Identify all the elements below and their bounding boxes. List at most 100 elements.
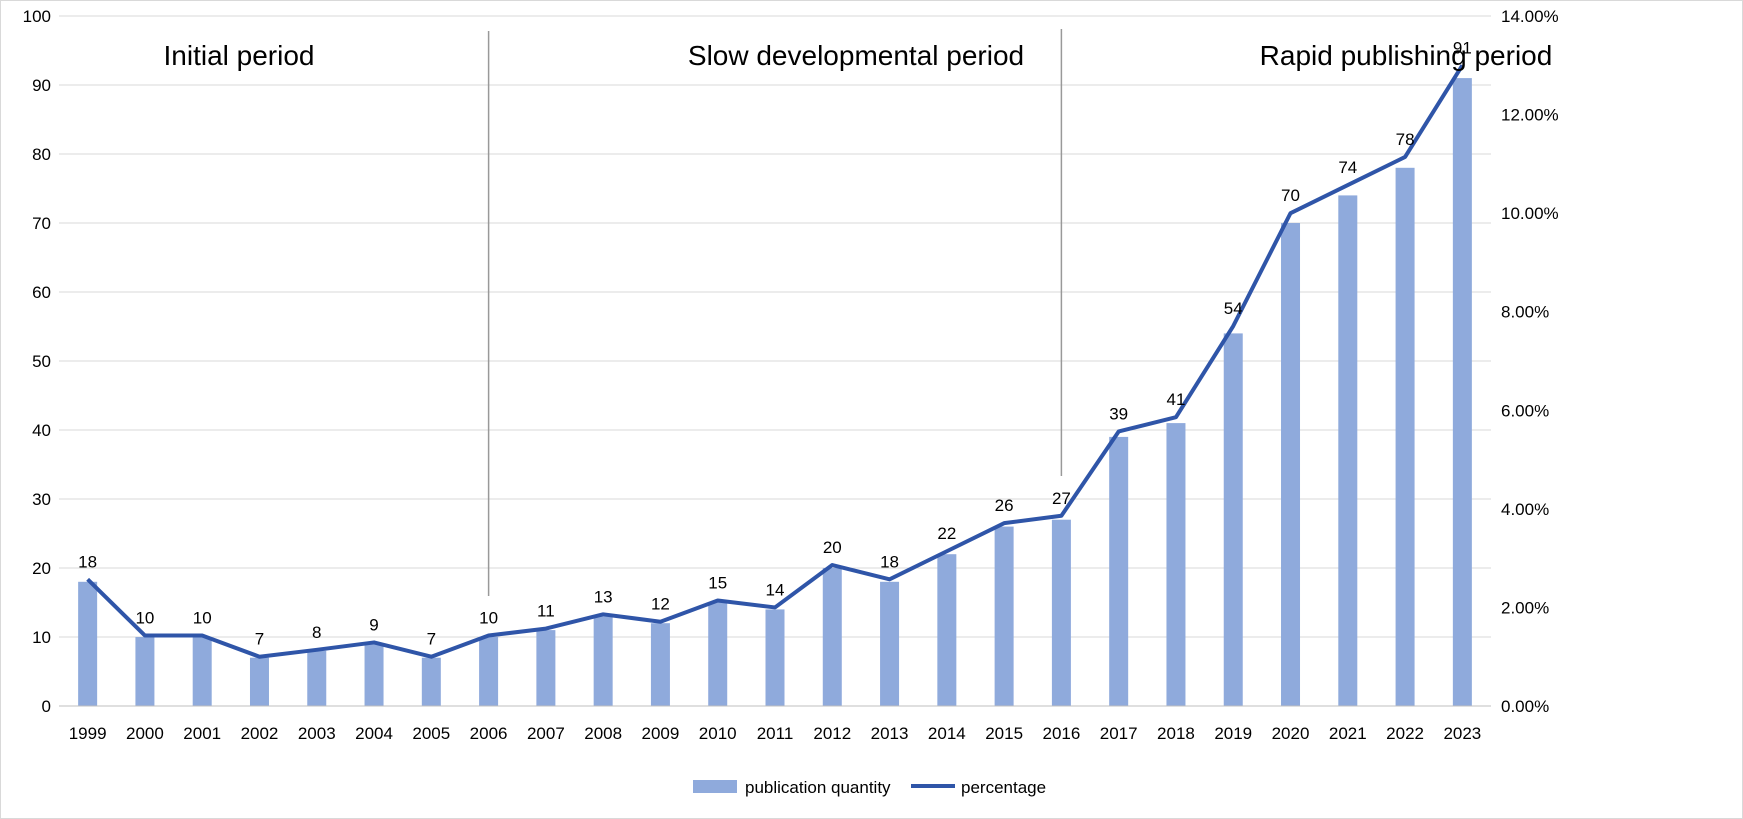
data-label: 54 [1224, 299, 1243, 318]
y2-tick-label: 8.00% [1501, 303, 1549, 322]
bar-2008 [593, 616, 613, 706]
x-tick-label: 2007 [527, 724, 565, 743]
x-tick-label: 2003 [298, 724, 336, 743]
x-tick-label: 2011 [757, 724, 794, 743]
y2-tick-label: 6.00% [1501, 401, 1549, 420]
bar-2011 [765, 609, 785, 706]
data-label: 41 [1166, 390, 1185, 409]
bar-2006 [479, 637, 499, 706]
data-label: 12 [651, 595, 670, 614]
bar-2003 [307, 650, 327, 706]
bar-2013 [880, 581, 900, 706]
data-label: 26 [995, 496, 1014, 515]
bar-2023 [1452, 78, 1472, 707]
data-label: 18 [78, 552, 97, 571]
y2-tick-label: 14.00% [1501, 7, 1559, 26]
bar-2010 [708, 602, 728, 706]
bar-2015 [994, 526, 1014, 706]
data-label: 78 [1396, 130, 1415, 149]
bar-2007 [536, 630, 556, 706]
x-tick-label: 1999 [69, 724, 107, 743]
x-tick-label: 2017 [1100, 724, 1138, 743]
data-label: 20 [823, 538, 842, 557]
data-label: 7 [255, 630, 264, 649]
data-label: 74 [1338, 158, 1357, 177]
bar-2017 [1109, 436, 1129, 706]
bar-series [78, 78, 1472, 707]
y-tick-label: 0 [42, 697, 51, 716]
period-annotations: Initial period Slow developmental period R… [164, 40, 1553, 71]
x-tick-label: 2008 [584, 724, 622, 743]
period-label: Slow developmental period [688, 40, 1024, 71]
legend-label: percentage [961, 778, 1046, 797]
y-tick-label: 20 [32, 559, 51, 578]
x-tick-label: 2002 [241, 724, 279, 743]
bar-2021 [1338, 195, 1358, 706]
bar-2022 [1395, 167, 1415, 707]
x-tick-label: 2015 [985, 724, 1023, 743]
x-tick-label: 2020 [1272, 724, 1310, 743]
data-label: 10 [193, 609, 212, 628]
bar-2018 [1166, 423, 1186, 706]
period-dividers [487, 29, 1063, 596]
legend-swatch-bar [693, 780, 737, 793]
y2-tick-label: 10.00% [1501, 204, 1559, 223]
x-tick-label: 2012 [813, 724, 851, 743]
y-tick-label: 40 [32, 421, 51, 440]
bar-2005 [421, 657, 441, 706]
data-label: 15 [708, 574, 727, 593]
legend: publication quantity percentage [693, 778, 1046, 797]
y-tick-label: 60 [32, 283, 51, 302]
x-tick-label: 2000 [126, 724, 164, 743]
data-label: 39 [1109, 404, 1128, 423]
bar-2000 [135, 637, 155, 706]
bar-2001 [192, 637, 212, 706]
data-label: 70 [1281, 186, 1300, 205]
bar-2012 [822, 568, 842, 706]
x-tick-label: 2001 [183, 724, 221, 743]
y-tick-label: 50 [32, 352, 51, 371]
x-tick-label: 2023 [1443, 724, 1481, 743]
y-tick-label: 70 [32, 214, 51, 233]
y2-tick-label: 2.00% [1501, 598, 1549, 617]
y-tick-label: 90 [32, 76, 51, 95]
x-tick-label: 2010 [699, 724, 737, 743]
x-tick-label: 2004 [355, 724, 393, 743]
line-series [86, 64, 1465, 659]
y-tick-label: 10 [32, 628, 51, 647]
bar-2002 [249, 657, 269, 706]
x-tick-label: 2019 [1214, 724, 1252, 743]
data-label: 13 [594, 587, 613, 606]
x-tick-label: 2014 [928, 724, 966, 743]
y2-tick-label: 12.00% [1501, 106, 1559, 125]
x-tick-label: 2005 [412, 724, 450, 743]
x-tick-label: 2009 [642, 724, 680, 743]
bar-2016 [1051, 519, 1071, 706]
bar-2004 [364, 643, 384, 706]
data-label: 9 [369, 615, 378, 634]
y-tick-label: 80 [32, 145, 51, 164]
y-tick-label: 30 [32, 490, 51, 509]
x-tick-label: 2006 [470, 724, 508, 743]
data-label: 8 [312, 623, 321, 642]
x-tick-label: 2018 [1157, 724, 1195, 743]
period-label: Initial period [164, 40, 315, 71]
y2-tick-label: 4.00% [1501, 500, 1549, 519]
data-label: 91 [1453, 38, 1472, 57]
data-label: 14 [766, 580, 785, 599]
data-label: 27 [1052, 489, 1071, 508]
y-tick-label: 100 [23, 7, 51, 26]
gridlines [59, 15, 1491, 707]
data-label: 10 [479, 609, 498, 628]
x-tick-label: 2013 [871, 724, 909, 743]
y2-tick-label: 0.00% [1501, 697, 1549, 716]
data-label: 18 [880, 552, 899, 571]
data-label: 11 [537, 602, 555, 621]
period-label: Rapid publishing period [1260, 40, 1553, 71]
x-tick-label: 2022 [1386, 724, 1424, 743]
x-tick-label: 2021 [1329, 724, 1367, 743]
bar-1999 [78, 581, 98, 706]
